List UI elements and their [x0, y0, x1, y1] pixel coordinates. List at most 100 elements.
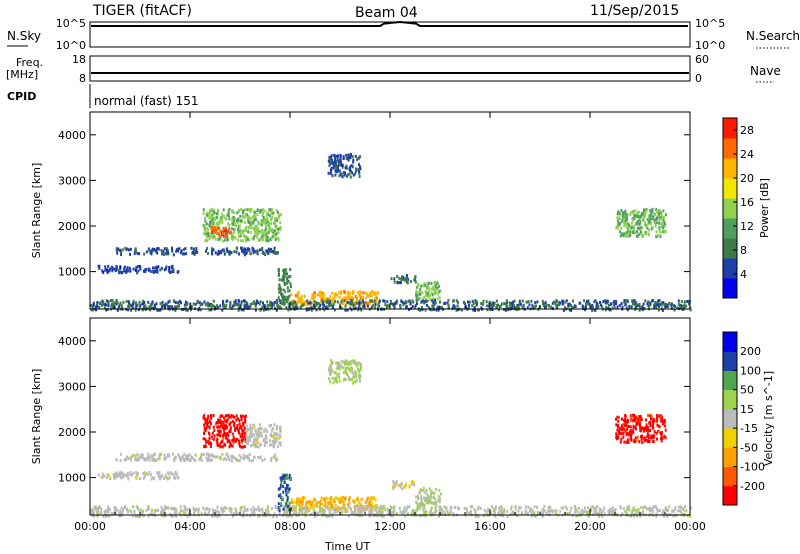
echo-cell	[119, 301, 122, 305]
echo-cell	[281, 475, 284, 479]
echo-cell	[639, 414, 642, 418]
echo-cell	[259, 423, 261, 427]
echo-cell	[519, 302, 522, 306]
echo-cell	[147, 452, 150, 456]
echo-cell	[248, 221, 251, 224]
echo-cell	[432, 301, 435, 305]
echo-cell	[224, 306, 227, 310]
echo-cell	[113, 306, 116, 310]
echo-cell	[340, 300, 343, 304]
echo-cell	[332, 381, 335, 385]
echo-cell	[655, 507, 658, 511]
echo-cell	[226, 438, 229, 442]
echo-cell	[423, 507, 426, 511]
echo-cell	[348, 377, 351, 381]
echo-cell	[135, 457, 137, 461]
echo-cell	[243, 456, 246, 460]
colorbar-segment	[723, 238, 737, 259]
echo-cell	[229, 415, 232, 419]
echo-cell	[615, 433, 618, 437]
echo-cell	[143, 457, 146, 461]
echo-cell	[632, 424, 635, 428]
echo-cell	[95, 308, 98, 312]
echo-cell	[647, 434, 650, 438]
echo-cell	[240, 308, 243, 312]
echo-cell	[207, 234, 210, 238]
echo-cell	[119, 473, 122, 477]
echo-cell	[351, 378, 354, 381]
echo-cell	[322, 301, 325, 305]
echo-cell	[212, 232, 215, 235]
echo-cell	[297, 498, 300, 502]
echo-cell	[359, 511, 361, 515]
echo-cell	[359, 379, 361, 383]
echo-cell	[257, 514, 260, 518]
echo-cell	[379, 505, 382, 509]
echo-cell	[163, 303, 166, 307]
echo-cell	[331, 161, 334, 165]
echo-cell	[118, 271, 121, 275]
echo-cell	[229, 430, 232, 433]
echo-cell	[146, 455, 149, 459]
echo-cell	[248, 433, 251, 437]
echo-cell	[352, 158, 355, 162]
echo-cell	[423, 510, 426, 514]
echo-cell	[328, 164, 331, 168]
echo-cell	[227, 433, 230, 437]
echo-cell	[252, 227, 255, 230]
echo-cell	[629, 213, 632, 216]
echo-cell	[170, 270, 173, 274]
echo-cell	[647, 300, 650, 304]
echo-cell	[216, 433, 219, 437]
echo-cell	[185, 252, 187, 256]
echo-cell	[327, 171, 330, 175]
echo-cell	[293, 301, 296, 305]
echo-cell	[443, 505, 446, 509]
echo-cell	[340, 306, 343, 310]
echo-cell	[237, 218, 240, 222]
echo-cell	[374, 303, 377, 307]
echo-cell	[402, 303, 405, 307]
echo-cell	[241, 249, 244, 253]
echo-cell	[334, 292, 337, 296]
echo-cell	[293, 302, 296, 306]
echo-cell	[655, 414, 658, 417]
echo-cell	[193, 252, 196, 256]
echo-cell	[227, 456, 230, 460]
echo-cell	[356, 361, 359, 365]
echo-cell	[160, 505, 163, 509]
echo-cell	[274, 437, 277, 441]
echo-cell	[123, 267, 126, 271]
echo-cell	[571, 514, 574, 518]
echo-cell	[235, 512, 238, 516]
echo-cell	[649, 214, 652, 217]
echo-cell	[288, 294, 291, 298]
echo-cell	[437, 283, 440, 286]
echo-cell	[255, 302, 258, 306]
echo-cell	[213, 226, 216, 229]
echo-cell	[678, 509, 681, 513]
echo-cell	[602, 300, 605, 303]
echo-cell	[432, 495, 435, 499]
echo-cell	[472, 308, 475, 312]
echo-cell	[457, 301, 459, 305]
echo-cell	[574, 305, 577, 308]
echo-cell	[289, 285, 292, 289]
echo-cell	[349, 165, 352, 169]
echo-cell	[333, 154, 336, 158]
echo-cell	[682, 304, 685, 308]
echo-cell	[510, 301, 513, 305]
echo-cell	[657, 214, 660, 218]
echo-cell	[422, 489, 425, 493]
echo-cell	[286, 276, 289, 280]
echo-cell	[278, 433, 281, 437]
echo-cell	[655, 305, 658, 309]
echo-cell	[262, 211, 264, 215]
echo-cell	[279, 441, 282, 444]
echo-cell	[138, 252, 141, 256]
echo-cell	[247, 456, 250, 460]
echo-cell	[249, 209, 252, 213]
echo-cell	[380, 505, 383, 509]
echo-cell	[262, 216, 265, 219]
echo-cell	[358, 301, 361, 305]
